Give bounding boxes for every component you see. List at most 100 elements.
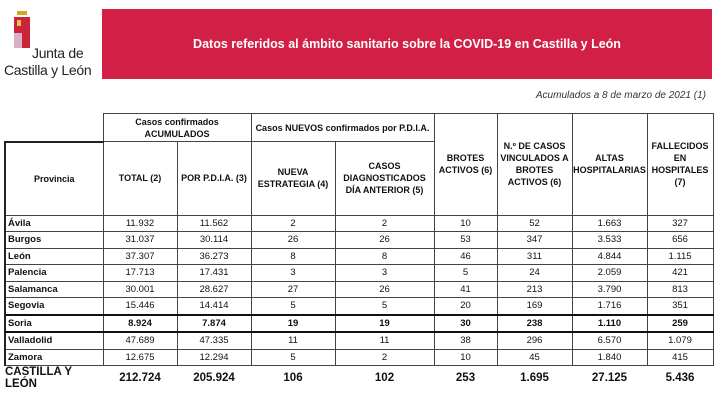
value-cell: 27 — [250, 280, 336, 298]
value-cell: 10 — [433, 214, 498, 232]
value-cell: 415 — [646, 348, 714, 366]
value-cell: 2.059 — [571, 264, 648, 282]
group-header-acumulados: Casos confirmados ACUMULADOS — [102, 113, 252, 142]
province-cell: Zamora — [4, 348, 104, 366]
value-cell: 5.436 — [665, 372, 695, 384]
province-cell: Palencia — [4, 264, 104, 282]
value-cell: 17.431 — [176, 264, 252, 282]
value-cell: 26 — [250, 231, 336, 249]
header-casos-vinculados: N.º DE CASOS VINCULADOS A BROTES ACTIVOS… — [496, 113, 573, 216]
value-cell: 8.924 — [102, 313, 178, 333]
value-cell: 1.110 — [571, 313, 648, 333]
value-cell: 2 — [334, 348, 435, 366]
value-cell: 45 — [496, 348, 573, 366]
page-title: Datos referidos al ámbito sanitario sobr… — [102, 9, 712, 79]
value-cell: 5 — [250, 348, 336, 366]
value-cell: 212.724 — [119, 372, 161, 384]
province-cell: Burgos — [4, 231, 104, 249]
value-cell: 253 — [455, 372, 476, 384]
value-cell: 1.663 — [571, 214, 648, 232]
table-row: Soria 8.924 7.874 19 19 30 238 1.110 259 — [4, 313, 714, 333]
value-cell: 11.932 — [102, 214, 178, 232]
value-cell: 102 — [374, 372, 395, 384]
value-cell: 1.716 — [571, 297, 648, 315]
header-nueva-estrategia: NUEVA ESTRATEGIA (4) — [250, 141, 336, 216]
value-cell: 30.001 — [102, 280, 178, 298]
value-cell: 5 — [250, 297, 336, 315]
value-cell: 30 — [433, 313, 498, 333]
value-cell: 12.675 — [102, 348, 178, 366]
value-cell: 1.115 — [646, 247, 714, 265]
value-cell: 11 — [250, 331, 336, 350]
table-row: Palencia 17.713 17.431 3 3 5 24 2.059 421 — [4, 264, 714, 282]
value-cell: 36.273 — [176, 247, 252, 265]
province-cell: CASTILLA Y LEÓN — [5, 366, 72, 390]
value-cell: 327 — [646, 214, 714, 232]
value-cell: 38 — [433, 331, 498, 350]
value-cell: 296 — [496, 331, 573, 350]
value-cell: 20 — [433, 297, 498, 315]
value-cell: 1.840 — [571, 348, 648, 366]
value-cell: 351 — [646, 297, 714, 315]
table-row: Valladolid 47.689 47.335 11 11 38 296 6.570 1.07… — [4, 331, 714, 350]
value-cell: 205.924 — [193, 372, 235, 384]
junta-castilla-leon-logo — [14, 11, 30, 48]
value-cell: 31.037 — [102, 231, 178, 249]
header-provincia: Provincia — [4, 140, 104, 216]
total-row: CASTILLA Y LEÓN 212.724 205.924 106 102 253 1.… — [5, 366, 713, 390]
value-cell: 8 — [250, 247, 336, 265]
value-cell: 5 — [433, 264, 498, 282]
value-cell: 7.874 — [176, 313, 252, 333]
table-row: Ávila 11.932 11.562 2 2 10 52 1.663 327 — [4, 214, 714, 232]
value-cell: 4.844 — [571, 247, 648, 265]
value-cell: 26 — [334, 280, 435, 298]
value-cell: 656 — [646, 231, 714, 249]
value-cell: 6.570 — [571, 331, 648, 350]
value-cell: 169 — [496, 297, 573, 315]
header-por-pdia: POR P.D.I.A. (3) — [176, 141, 252, 216]
header-brotes: BROTES ACTIVOS (6) — [433, 113, 498, 216]
table-row: Burgos 31.037 30.114 26 26 53 347 3.533 656 — [4, 231, 714, 249]
value-cell: 3 — [334, 264, 435, 282]
value-cell: 238 — [496, 313, 573, 333]
value-cell: 26 — [334, 231, 435, 249]
value-cell: 3 — [250, 264, 336, 282]
value-cell: 27.125 — [591, 372, 628, 384]
value-cell: 28.627 — [176, 280, 252, 298]
covid-data-table: Casos confirmados ACUMULADOS Casos NUEVO… — [4, 113, 714, 390]
table-row: León 37.307 36.273 8 8 46 311 4.844 1.115 — [4, 247, 714, 265]
province-cell: Segovia — [4, 297, 104, 315]
header-fallecidos: FALLECIDOS EN HOSPITALES (7) — [646, 113, 714, 216]
header-altas: ALTAS HOSPITALARIAS — [571, 113, 648, 216]
value-cell: 347 — [496, 231, 573, 249]
province-cell: Salamanca — [4, 280, 104, 298]
blank-corner — [5, 113, 103, 143]
value-cell: 2 — [334, 214, 435, 232]
value-cell: 11 — [334, 331, 435, 350]
value-cell: 41 — [433, 280, 498, 298]
value-cell: 37.307 — [102, 247, 178, 265]
value-cell: 813 — [646, 280, 714, 298]
value-cell: 259 — [646, 313, 714, 333]
value-cell: 52 — [496, 214, 573, 232]
value-cell: 47.335 — [176, 331, 252, 350]
value-cell: 213 — [496, 280, 573, 298]
value-cell: 14.414 — [176, 297, 252, 315]
value-cell: 19 — [334, 313, 435, 333]
value-cell: 2 — [250, 214, 336, 232]
value-cell: 1.695 — [520, 372, 549, 384]
province-cell: Valladolid — [4, 331, 104, 350]
value-cell: 311 — [496, 247, 573, 265]
value-cell: 106 — [283, 372, 303, 384]
value-cell: 19 — [250, 313, 336, 333]
header-total: TOTAL (2) — [102, 141, 178, 216]
value-cell: 47.689 — [102, 331, 178, 350]
value-cell: 24 — [496, 264, 573, 282]
logo-text: Junta de Castilla y León — [4, 45, 92, 78]
value-cell: 53 — [433, 231, 498, 249]
group-header-nuevos: Casos NUEVOS confirmados por P.D.I.A. — [250, 113, 435, 142]
value-cell: 11.562 — [176, 214, 252, 232]
value-cell: 3.533 — [571, 231, 648, 249]
value-cell: 12.294 — [176, 348, 252, 366]
value-cell: 5 — [334, 297, 435, 315]
